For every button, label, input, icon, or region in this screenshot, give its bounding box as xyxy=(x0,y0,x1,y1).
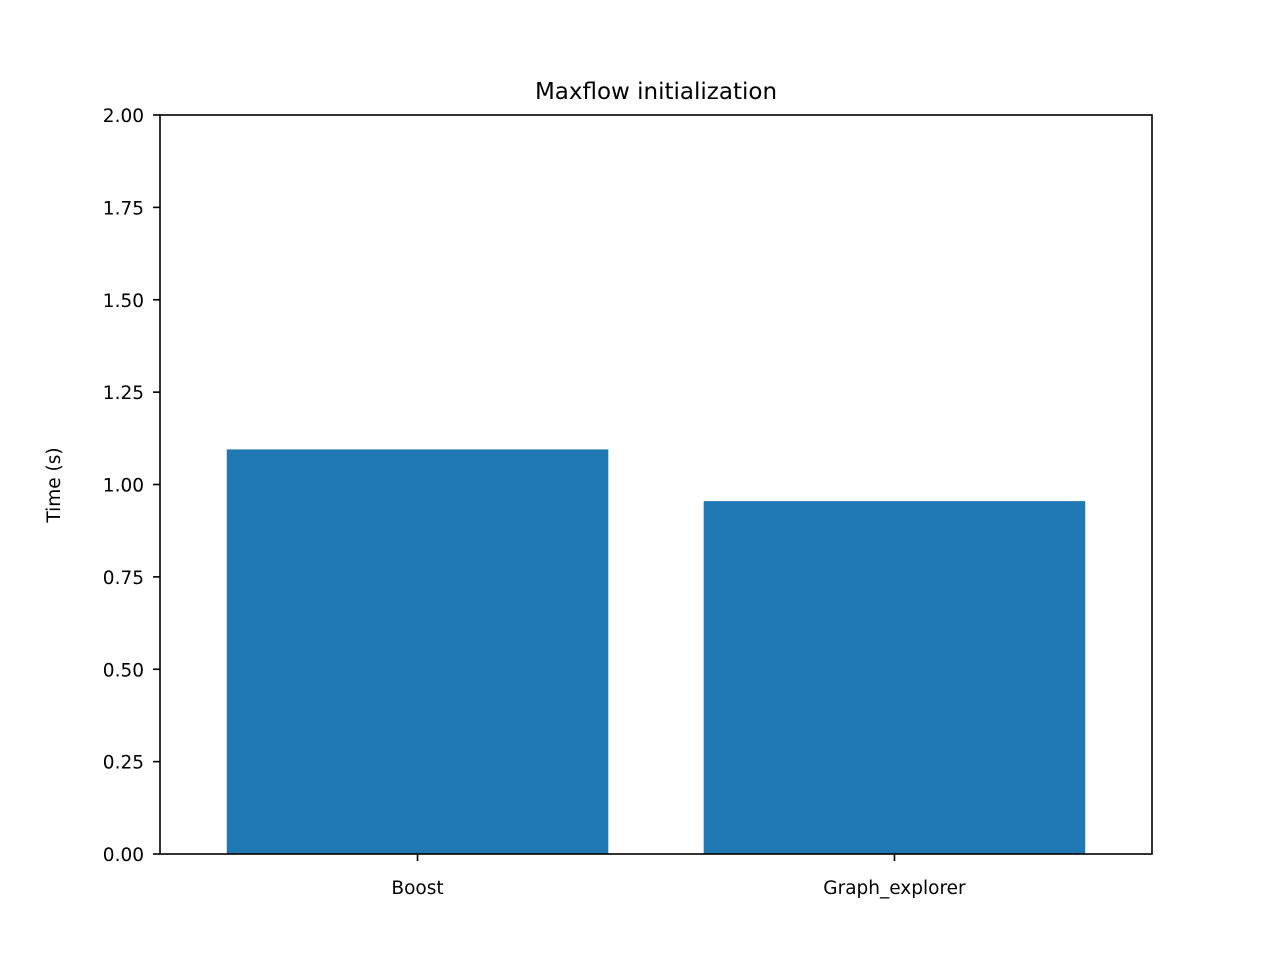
x-tick-label: Graph_explorer xyxy=(823,878,966,899)
x-axis-ticks: Boost Graph_explorer xyxy=(391,854,966,899)
y-tick-label: 1.75 xyxy=(103,198,144,219)
chart-title: Maxflow initialization xyxy=(535,79,777,105)
bar-boost xyxy=(226,449,609,854)
bar-graph-explorer xyxy=(703,501,1086,854)
y-tick-label: 1.50 xyxy=(103,291,144,312)
x-tick-label: Boost xyxy=(391,878,443,899)
plot-frame xyxy=(159,114,1153,855)
y-axis-ticks: 0.00 0.25 0.50 0.75 1.00 1.25 1.50 1.75 2.00 xyxy=(103,106,160,866)
y-tick-label: 0.75 xyxy=(103,568,144,589)
y-tick-label: 0.25 xyxy=(103,753,144,774)
y-tick-label: 2.00 xyxy=(103,106,144,127)
y-tick-label: 1.25 xyxy=(103,383,144,404)
y-tick-label: 0.50 xyxy=(103,660,144,681)
y-tick-label: 0.00 xyxy=(103,845,144,866)
y-tick-label: 1.00 xyxy=(103,476,144,497)
y-axis-label: Time (s) xyxy=(44,447,65,523)
bars-layer xyxy=(226,449,1086,854)
